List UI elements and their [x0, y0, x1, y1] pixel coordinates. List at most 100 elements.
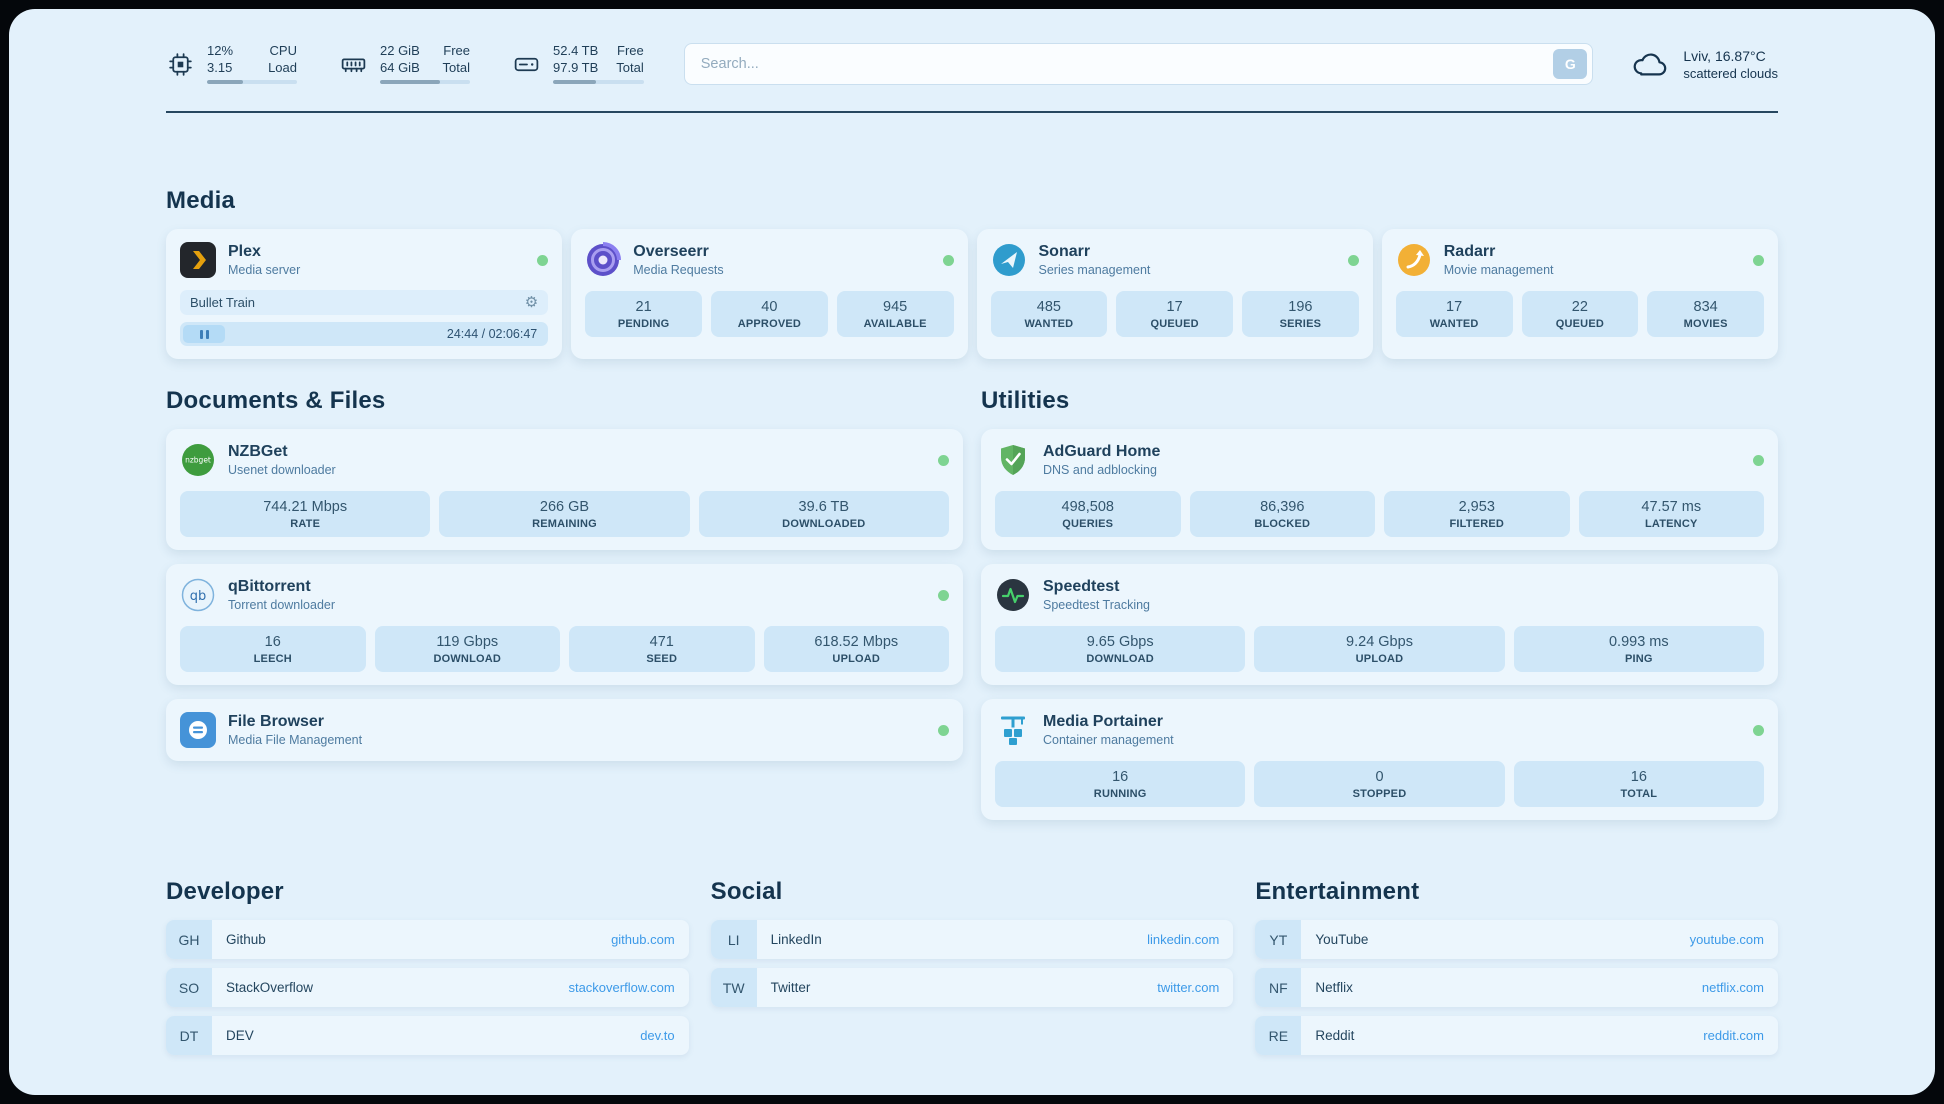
- header-divider: [166, 111, 1778, 113]
- plex-card[interactable]: Plex Media server Bullet Train ⚙ 24:44 /…: [166, 229, 563, 359]
- bookmark-stackoverflow[interactable]: SO StackOverflow stackoverflow.com: [166, 968, 689, 1007]
- app-name: qBittorrent: [228, 578, 311, 595]
- search-engine-button[interactable]: G: [1553, 49, 1588, 79]
- stat-series: 196 SERIES: [1242, 291, 1359, 337]
- stat-download: 119 Gbps DOWNLOAD: [374, 626, 560, 672]
- app-name: Media Portainer: [1043, 713, 1164, 730]
- plex-icon: [180, 242, 216, 278]
- bookmark-abbr: YT: [1255, 920, 1302, 959]
- cloud-icon: [1633, 53, 1667, 75]
- section-media: Media Plex Media server: [166, 187, 1778, 359]
- playback-time: 24:44 / 02:06:47: [446, 327, 538, 341]
- stat-seed: 471 SEED: [569, 626, 755, 672]
- stat-queued: 17 QUEUED: [1116, 291, 1233, 337]
- section-social: Social LI LinkedIn linkedin.com TW Twitt…: [710, 878, 1234, 1007]
- disk-free-label: Free: [617, 43, 644, 59]
- gear-icon[interactable]: ⚙: [524, 294, 539, 311]
- ram-icon: [341, 57, 366, 72]
- app-name: AdGuard Home: [1043, 443, 1161, 460]
- stat-stopped: 0 STOPPED: [1254, 761, 1505, 807]
- bookmark-url[interactable]: github.com: [611, 932, 675, 947]
- adguard-card[interactable]: AdGuard Home DNS and adblocking 498,508 …: [981, 429, 1778, 550]
- app-subtitle: Container management: [1043, 733, 1174, 747]
- section-documents: Documents & Files nzbget NZBGet Usenet d…: [166, 387, 963, 761]
- portainer-card[interactable]: Media Portainer Container management 16 …: [981, 699, 1778, 820]
- app-subtitle: Media Requests: [633, 263, 724, 277]
- bookmark-dev[interactable]: DT DEV dev.to: [166, 1016, 689, 1055]
- cpu-load-label: Load: [268, 60, 297, 75]
- status-dot: [1347, 254, 1359, 266]
- bookmark-url[interactable]: dev.to: [640, 1028, 675, 1043]
- ram-total-label: Total: [442, 60, 470, 75]
- app-subtitle: Torrent downloader: [228, 598, 336, 612]
- bookmark-youtube[interactable]: YT YouTube youtube.com: [1255, 920, 1778, 959]
- nzbget-card[interactable]: nzbget NZBGet Usenet downloader 744.21 M…: [166, 429, 963, 550]
- system-stats: 12% CPU 3.15 Load 22 GiB Free: [166, 43, 644, 84]
- app-name: Plex: [228, 243, 261, 260]
- radarr-card[interactable]: Radarr Movie management 17 WANTED 22 QUE…: [1381, 229, 1778, 359]
- bookmark-reddit[interactable]: RE Reddit reddit.com: [1255, 1016, 1778, 1055]
- bookmark-url[interactable]: netflix.com: [1701, 980, 1764, 995]
- sonarr-card[interactable]: Sonarr Series management 485 WANTED 17 Q…: [976, 229, 1373, 359]
- stat-downloaded: 39.6 TB DOWNLOADED: [698, 491, 949, 537]
- top-bar: 12% CPU 3.15 Load 22 GiB Free: [166, 43, 1778, 85]
- bookmark-url[interactable]: twitter.com: [1157, 980, 1220, 995]
- portainer-icon: [995, 712, 1031, 748]
- section-developer: Developer GH Github github.com SO StackO…: [166, 878, 689, 1055]
- now-playing-title: Bullet Train: [190, 295, 256, 310]
- section-heading-documents: Documents & Files: [166, 387, 386, 414]
- disk-widget: 52.4 TB Free 97.9 TB Total: [512, 43, 644, 84]
- app-name: Overseerr: [633, 243, 709, 260]
- stat-ping: 0.993 ms PING: [1513, 626, 1764, 672]
- qbittorrent-card[interactable]: qb qBittorrent Torrent downloader 16: [166, 564, 963, 685]
- bookmark-url[interactable]: linkedin.com: [1147, 932, 1220, 947]
- section-heading-developer: Developer: [166, 878, 284, 905]
- playback-progress: 24:44 / 02:06:47: [180, 322, 549, 346]
- ram-free-label: Free: [443, 43, 470, 59]
- status-dot: [1753, 254, 1764, 266]
- bookmark-netflix[interactable]: NF Netflix netflix.com: [1255, 968, 1778, 1007]
- qbittorrent-icon: qb: [180, 577, 216, 613]
- nzbget-icon: nzbget: [180, 442, 216, 478]
- bookmark-url[interactable]: stackoverflow.com: [568, 980, 675, 995]
- adguard-icon: [995, 442, 1031, 478]
- weather-condition: scattered clouds: [1683, 65, 1778, 81]
- stat-filtered: 2,953 FILTERED: [1384, 491, 1570, 537]
- status-dot: [938, 454, 949, 466]
- app-subtitle: Series management: [1038, 263, 1151, 277]
- ram-widget: 22 GiB Free 64 GiB Total: [339, 43, 470, 84]
- pause-icon[interactable]: [183, 325, 225, 343]
- disk-total: 97.9 TB: [553, 60, 599, 75]
- app-subtitle: Media File Management: [228, 733, 363, 747]
- overseerr-card[interactable]: Overseerr Media Requests 21 PENDING 40 A…: [571, 229, 968, 359]
- ram-total: 64 GiB: [380, 60, 420, 75]
- disk-free: 52.4 TB: [553, 43, 599, 59]
- cpu-label: CPU: [269, 43, 297, 59]
- stat-blocked: 86,396 BLOCKED: [1189, 491, 1375, 537]
- bookmark-github[interactable]: GH Github github.com: [166, 920, 689, 959]
- stat-rate: 744.21 Mbps RATE: [180, 491, 431, 537]
- svg-text:nzbget: nzbget: [185, 456, 211, 465]
- stat-running: 16 RUNNING: [995, 761, 1246, 807]
- stat-leech: 16 LEECH: [180, 626, 366, 672]
- stat-total: 16 TOTAL: [1513, 761, 1764, 807]
- app-name: Sonarr: [1038, 243, 1091, 260]
- section-heading-utilities: Utilities: [981, 387, 1070, 414]
- bookmark-name: Netflix: [1315, 980, 1353, 995]
- section-entertainment: Entertainment YT YouTube youtube.com NF …: [1255, 878, 1778, 1055]
- bookmark-linkedin[interactable]: LI LinkedIn linkedin.com: [710, 920, 1234, 959]
- bookmark-twitter[interactable]: TW Twitter twitter.com: [710, 968, 1234, 1007]
- app-subtitle: Media server: [228, 263, 301, 277]
- bookmark-abbr: NF: [1255, 968, 1302, 1007]
- bookmark-url[interactable]: youtube.com: [1689, 932, 1764, 947]
- disk-icon: [514, 57, 539, 71]
- disk-usage-bar: [553, 79, 644, 84]
- bookmark-abbr: LI: [710, 920, 757, 959]
- bookmark-name: YouTube: [1315, 932, 1369, 947]
- filebrowser-card[interactable]: File Browser Media File Management: [166, 699, 963, 761]
- bookmark-url[interactable]: reddit.com: [1703, 1028, 1764, 1043]
- svg-text:qb: qb: [190, 589, 207, 604]
- speedtest-card[interactable]: Speedtest Speedtest Tracking 9.65 Gbps D…: [981, 564, 1778, 685]
- search-input[interactable]: [683, 43, 1594, 85]
- filebrowser-icon: [180, 712, 216, 748]
